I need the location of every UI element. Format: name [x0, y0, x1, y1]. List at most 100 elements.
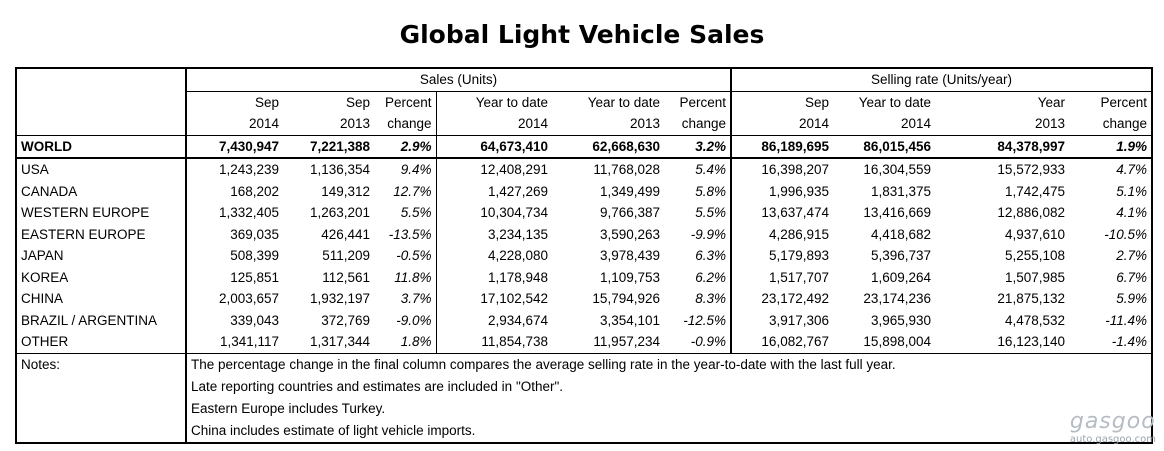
watermark: gasgoo auto.gasgoo.com	[1070, 409, 1156, 445]
table-cell: -12.5%	[683, 312, 726, 328]
table-row: USA 1,243,239 1,136,354 9.4% 12,408,291 11,76…	[15, 158, 1153, 181]
table-cell: 1,349,499	[599, 183, 660, 199]
table-cell: 5.5%	[695, 205, 726, 221]
table-cell: 5.8%	[695, 183, 726, 199]
col-header: 2014	[185, 113, 283, 135]
table-cell: 11,957,234	[593, 334, 660, 350]
table-row: CANADA 168,202 149,312 12.7% 1,427,269 1,349,…	[15, 180, 1153, 202]
col-header: 2013	[629, 116, 660, 132]
table-cell: 16,123,140	[997, 334, 1065, 350]
table-cell: 1,332,405	[185, 202, 283, 224]
col-header: Sep	[185, 91, 283, 113]
table-cell: 6.7%	[1069, 266, 1153, 288]
table-cell: 11.8%	[394, 269, 432, 285]
col-header: 2013	[1034, 116, 1065, 132]
table-cell: 23,172,492	[730, 288, 833, 310]
table-cell: 64,673,410	[435, 134, 552, 159]
table-row: KOREA 125,851 112,561 11.8% 1,178,948 1,109,7…	[15, 266, 1153, 288]
region-name: CHINA	[15, 288, 186, 310]
table-cell: 12,408,291	[435, 158, 552, 181]
table-cell: 6.2%	[695, 269, 726, 285]
table-cell: 15,572,933	[997, 162, 1065, 178]
table-cell: 149,312	[321, 183, 370, 199]
page-title: Global Light Vehicle Sales	[399, 20, 765, 49]
group-sales: Sales (Units)	[185, 67, 731, 92]
col-header: Year	[1037, 94, 1065, 110]
table-cell: -10.5%	[1069, 223, 1153, 245]
table-cell: 1,517,707	[730, 266, 833, 288]
col-header: 2013	[339, 116, 370, 132]
table-cell: 1,136,354	[309, 162, 370, 178]
sales-table: Sales (Units) Selling rate (Units/year) …	[15, 67, 1153, 444]
table-cell: 2.7%	[1069, 245, 1153, 267]
table-cell: -0.5%	[396, 248, 432, 264]
col-header: 2014	[435, 113, 552, 135]
table-cell: -1.4%	[1069, 331, 1153, 353]
table-cell: 4,228,080	[435, 245, 552, 267]
table-cell: 15,898,004	[863, 334, 931, 350]
table-cell: 13,637,474	[730, 202, 833, 224]
table-cell: 168,202	[185, 180, 283, 202]
table-cell: 86,189,695	[730, 134, 833, 159]
column-header-row-1: Sep Sep Percent Year to date Year to dat…	[15, 91, 1153, 113]
watermark-logo: gasgoo	[1069, 409, 1156, 434]
table-cell: 4,286,915	[730, 223, 833, 245]
col-header: 2014	[900, 116, 931, 132]
table-cell: 7,430,947	[185, 134, 283, 159]
notes-label	[15, 375, 186, 398]
table-cell: 5.4%	[695, 162, 726, 178]
col-header: change	[681, 116, 726, 132]
note-line: China includes estimate of light vehicle…	[185, 419, 1153, 444]
table-cell: -0.9%	[690, 334, 726, 350]
table-cell: 3,590,263	[599, 226, 660, 242]
table-cell: 369,035	[185, 223, 283, 245]
table-cell: 9.4%	[400, 162, 432, 178]
table-cell: 511,209	[322, 248, 370, 264]
notes-label	[15, 397, 186, 420]
table-cell: 3.7%	[400, 291, 432, 307]
table-cell: 12,886,082	[997, 205, 1065, 221]
table-cell: 16,082,767	[730, 331, 833, 353]
table-cell: 4,937,610	[1004, 226, 1065, 242]
table-row: WESTERN EUROPE 1,332,405 1,263,201 5.5% 10,3…	[15, 202, 1153, 224]
table-row: JAPAN 508,399 511,209 -0.5% 4,228,080 3,978,4…	[15, 245, 1153, 267]
table-cell: 426,441	[321, 226, 370, 242]
table-cell: 8.3%	[695, 291, 726, 307]
table-cell: 11,854,738	[435, 331, 552, 353]
table-cell: 4.1%	[1069, 202, 1153, 224]
table-cell: 21,875,132	[997, 291, 1065, 307]
table-cell: 1,932,197	[309, 291, 370, 307]
notes-row: Eastern Europe includes Turkey.	[15, 397, 1153, 420]
region-name: CANADA	[15, 180, 186, 202]
table-cell: 86,015,456	[833, 134, 935, 159]
table-cell: -9.0%	[396, 312, 432, 328]
col-header: Sep	[345, 94, 370, 110]
table-cell: 1.8%	[400, 334, 432, 350]
table-cell: 112,561	[322, 269, 370, 285]
table-cell: 84,378,997	[935, 134, 1069, 159]
table-cell: 11,768,028	[593, 162, 660, 178]
table-cell: 1.9%	[1069, 134, 1153, 159]
table-row: CHINA 2,003,657 1,932,197 3.7% 17,102,542 15,…	[15, 288, 1153, 310]
table-row: OTHER 1,341,117 1,317,344 1.8% 11,854,738 11,…	[15, 331, 1153, 353]
watermark-url: auto.gasgoo.com	[1069, 434, 1156, 445]
col-header: Year to date	[858, 94, 931, 110]
group-header-row: Sales (Units) Selling rate (Units/year)	[15, 67, 1153, 92]
table-cell: 5,255,108	[1004, 248, 1065, 264]
table-cell: 6.3%	[695, 248, 726, 264]
col-header: 2014	[730, 113, 833, 135]
table-cell: 3,917,306	[730, 309, 833, 331]
table-cell: 2,003,657	[185, 288, 283, 310]
region-name: JAPAN	[15, 245, 186, 267]
table-cell: 5,179,893	[730, 245, 833, 267]
table-cell: 125,851	[185, 266, 283, 288]
col-header: change	[1069, 113, 1153, 135]
table-cell: 1,243,239	[185, 158, 283, 181]
region-name: BRAZIL / ARGENTINA	[15, 309, 186, 331]
note-line: Late reporting countries and estimates a…	[185, 375, 1153, 398]
col-header: Year to date	[435, 91, 552, 113]
table-cell: 12.7%	[393, 183, 432, 199]
table-cell: 508,399	[185, 245, 283, 267]
note-line: The percentage change in the final colum…	[185, 352, 1153, 376]
table-cell: 1,341,117	[185, 331, 283, 353]
